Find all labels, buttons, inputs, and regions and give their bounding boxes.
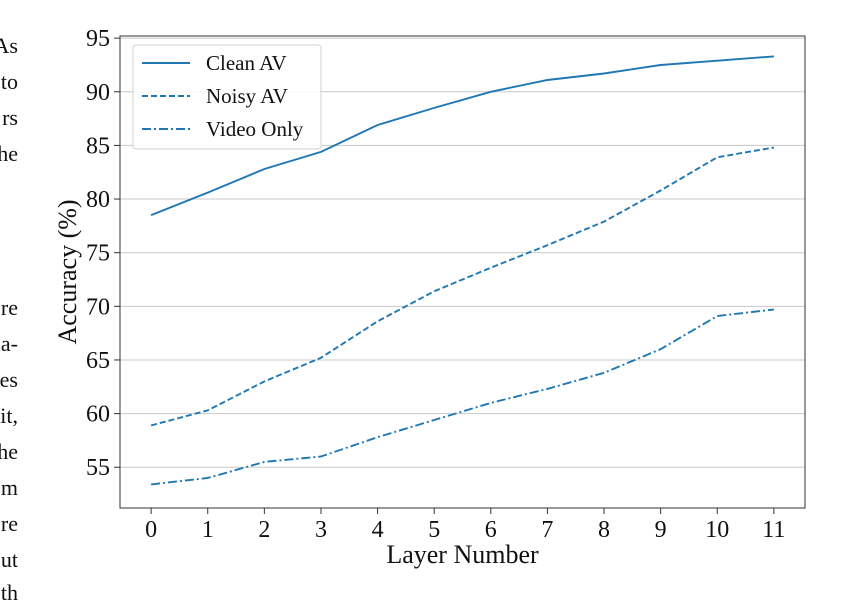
x-tick-label: 4 bbox=[372, 517, 384, 543]
legend-label: Video Only bbox=[206, 117, 304, 141]
x-tick-label: 5 bbox=[428, 517, 440, 543]
y-axis-label: Accuracy (%) bbox=[53, 199, 82, 344]
x-tick-label: 3 bbox=[315, 517, 327, 543]
x-axis-ticks: 0 1 2 3 4 5 6 7 8 9 10 11 bbox=[145, 508, 785, 543]
legend-label: Clean AV bbox=[206, 51, 287, 75]
x-tick-label: 6 bbox=[485, 517, 497, 543]
y-tick-label: 95 bbox=[86, 26, 110, 52]
y-tick-label: 65 bbox=[86, 348, 110, 374]
x-axis-label: Layer Number bbox=[386, 540, 539, 569]
margin-text-line: it, bbox=[0, 403, 18, 428]
margin-text-line: re bbox=[0, 295, 18, 320]
margin-text-line: to bbox=[0, 69, 18, 94]
margin-text-line: rs bbox=[2, 105, 18, 130]
y-tick-label: 60 bbox=[86, 402, 110, 428]
plot-frame bbox=[119, 35, 806, 509]
x-tick-label: 9 bbox=[655, 517, 667, 543]
x-tick-label: 0 bbox=[145, 517, 157, 543]
left-margin-text: As to rs he re a- es it, he m re ut th bbox=[0, 0, 24, 603]
series-line-2 bbox=[150, 308, 775, 486]
x-tick-label: 10 bbox=[705, 517, 729, 543]
margin-text-line: es bbox=[0, 367, 18, 392]
y-tick-label: 70 bbox=[86, 294, 110, 320]
margin-text-line: he bbox=[0, 439, 18, 464]
margin-text-line: a- bbox=[0, 331, 18, 356]
y-tick-label: 90 bbox=[86, 80, 110, 106]
series-line-0 bbox=[150, 55, 774, 216]
legend: Clean AV Noisy AV Video Only bbox=[132, 44, 322, 150]
x-tick-label: 11 bbox=[762, 517, 785, 543]
margin-text-line: ut bbox=[0, 547, 18, 572]
series-lines bbox=[150, 55, 775, 486]
margin-text-line: th bbox=[0, 580, 18, 603]
margin-text-line: As bbox=[0, 33, 18, 58]
legend-box bbox=[132, 44, 322, 150]
y-tick-label: 75 bbox=[86, 241, 110, 267]
y-axis-ticks: 55 60 65 70 75 80 85 90 95 bbox=[86, 26, 120, 481]
y-tick-label: 80 bbox=[86, 187, 110, 213]
margin-text-line: he bbox=[0, 141, 18, 166]
series-line-1 bbox=[150, 146, 775, 427]
margin-text-line: re bbox=[0, 511, 18, 536]
x-tick-label: 1 bbox=[202, 517, 214, 543]
y-tick-label: 55 bbox=[86, 455, 110, 481]
x-tick-label: 2 bbox=[258, 517, 270, 543]
y-tick-label: 85 bbox=[86, 133, 110, 159]
legend-label: Noisy AV bbox=[206, 84, 288, 108]
margin-text-line: m bbox=[0, 475, 18, 500]
x-tick-label: 8 bbox=[598, 517, 610, 543]
x-tick-label: 7 bbox=[541, 517, 553, 543]
